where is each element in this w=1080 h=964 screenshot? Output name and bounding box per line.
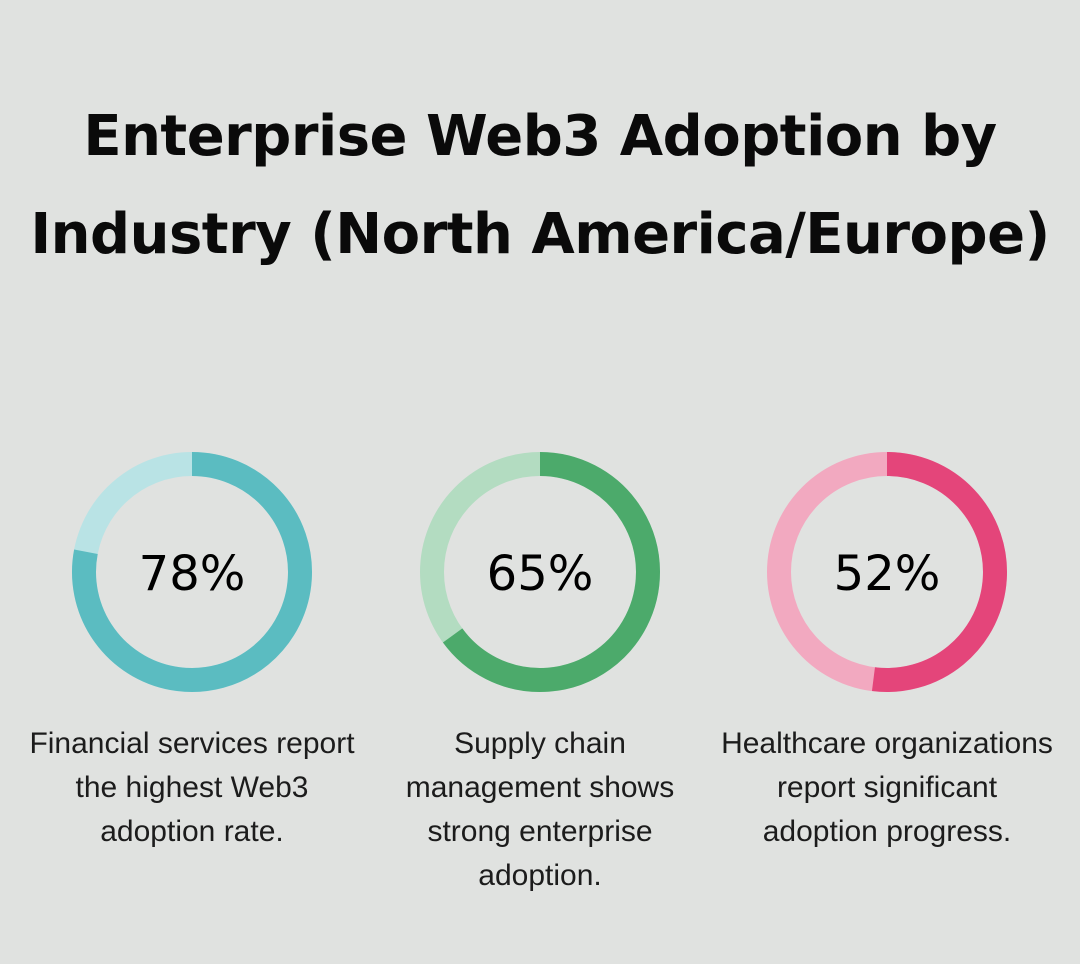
donut-description: Financial services report the highest We… (29, 727, 355, 848)
page-title: Enterprise Web3 Adoption by Industry (No… (30, 104, 1050, 267)
donut-description: Supply chain management shows strong ent… (405, 727, 675, 892)
donut-card-healthcare: 52% Healthcare organizations report sign… (717, 450, 1057, 854)
donut-card-supply-chain: 65% Supply chain management shows strong… (370, 450, 710, 898)
donut-value-arc (871, 452, 1007, 692)
donut-chart: 52% (767, 452, 1007, 692)
donut-label: 52% (834, 546, 941, 602)
donut-value-arc (442, 452, 660, 692)
donut-chart: 78% (72, 452, 312, 692)
donut-card-financial: 78% Financial services report the highes… (22, 450, 362, 854)
donut-label: 78% (139, 546, 246, 602)
donut-description: Healthcare organizations report signific… (721, 727, 1053, 848)
donut-chart: 65% (420, 452, 660, 692)
donut-value-arc (72, 452, 312, 692)
donut-label: 65% (487, 546, 594, 602)
